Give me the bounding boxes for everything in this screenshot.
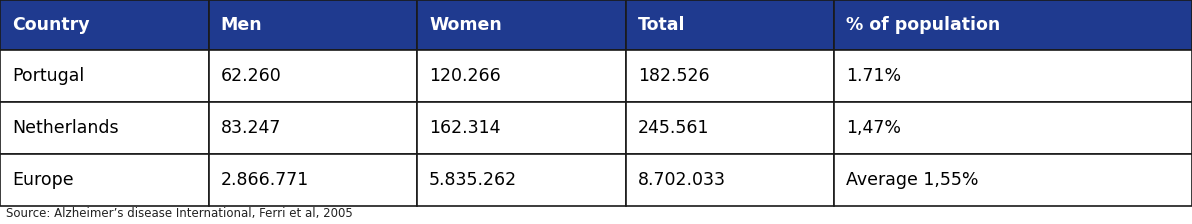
Text: Men: Men — [221, 16, 262, 34]
Bar — [626, 102, 834, 154]
Text: Average 1,55%: Average 1,55% — [846, 171, 979, 189]
Text: 182.526: 182.526 — [638, 67, 709, 85]
Bar — [0, 0, 209, 50]
Bar — [834, 154, 1192, 206]
Text: 245.561: 245.561 — [638, 119, 709, 137]
Text: Europe: Europe — [12, 171, 74, 189]
Text: 5.835.262: 5.835.262 — [429, 171, 517, 189]
Text: 1,47%: 1,47% — [846, 119, 901, 137]
Text: 83.247: 83.247 — [221, 119, 281, 137]
Bar — [0, 102, 209, 154]
Bar — [209, 102, 417, 154]
Bar — [834, 50, 1192, 102]
Bar — [626, 0, 834, 50]
Text: Netherlands: Netherlands — [12, 119, 118, 137]
Text: % of population: % of population — [846, 16, 1000, 34]
Text: Women: Women — [429, 16, 502, 34]
Text: 2.866.771: 2.866.771 — [221, 171, 309, 189]
Text: Country: Country — [12, 16, 89, 34]
Bar — [834, 102, 1192, 154]
Text: 162.314: 162.314 — [429, 119, 501, 137]
Bar — [417, 102, 626, 154]
Bar — [209, 154, 417, 206]
Text: 62.260: 62.260 — [221, 67, 281, 85]
Bar — [209, 50, 417, 102]
Text: 120.266: 120.266 — [429, 67, 501, 85]
Bar — [209, 0, 417, 50]
Bar — [626, 50, 834, 102]
Text: Total: Total — [638, 16, 685, 34]
Text: 1.71%: 1.71% — [846, 67, 901, 85]
Bar — [626, 154, 834, 206]
Bar — [417, 50, 626, 102]
Bar — [417, 0, 626, 50]
Bar — [0, 154, 209, 206]
Bar — [417, 154, 626, 206]
Bar — [0, 50, 209, 102]
Text: Source: Alzheimer’s disease International, Ferri et al, 2005: Source: Alzheimer’s disease Internationa… — [6, 207, 353, 220]
Bar — [834, 0, 1192, 50]
Text: Portugal: Portugal — [12, 67, 85, 85]
Text: 8.702.033: 8.702.033 — [638, 171, 726, 189]
